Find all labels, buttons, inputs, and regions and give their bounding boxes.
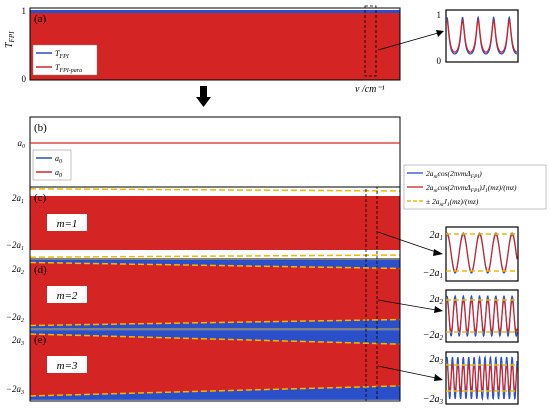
inset-c-ytick-top: 2a1 [430, 230, 444, 242]
panel-c-legend-box [403, 164, 547, 210]
inset-d: 2a2 −2a2 [423, 289, 519, 343]
panel-b-legend-entry-0: a0 [55, 154, 62, 165]
panel-b: (b) a0 a0 a0 [18, 116, 401, 188]
panel-a-zoom-arrowhead [436, 30, 444, 37]
inset-e-ytick-top: 2a3 [430, 354, 444, 366]
panel-c-label: (c) [34, 192, 47, 204]
panel-a-ytick-1: 1 [22, 6, 27, 16]
panel-e-envelope-bottom [30, 385, 400, 397]
panel-d: (d) m=2 2a2 −2a2 [6, 258, 401, 330]
panel-e-annotation-box [47, 356, 87, 373]
inset-a: 1 0 [437, 9, 519, 66]
panel-e-annotation: m=3 [57, 360, 78, 372]
inset-c-ytick-bottom: −2a1 [423, 268, 443, 280]
down-arrow [196, 86, 211, 107]
panel-a-zoom-box [364, 5, 377, 77]
panel-c-legend: 2amcos(2πνmΔFPI) 2amcos(2πνmΔFPI)J1(mz)/… [403, 164, 547, 210]
zoom-arrow-e [377, 365, 437, 379]
inset-e: 2a3 −2a3 [423, 351, 519, 406]
panel-d-envelope-bottom [30, 318, 400, 327]
inset-c-frame [445, 226, 519, 282]
panel-c-envelope-bottom [30, 254, 400, 258]
panel-e-red-fill [30, 334, 400, 396]
panel-b-ytick: a0 [18, 138, 26, 150]
panel-c-annotation-box [47, 214, 87, 231]
panel-c-annotation: m=1 [57, 218, 78, 230]
panel-c-legend-entry-0: 2amcos(2πνmΔFPI) [426, 169, 482, 180]
cde-zoom-box [365, 186, 378, 402]
panel-c: (c) m=1 2a1 −2a1 [6, 186, 401, 260]
zoom-arrowhead-d [434, 306, 443, 313]
panel-e-label: (e) [34, 334, 47, 346]
panel-a-ylabel: TFPI [4, 31, 16, 48]
inset-d-red-curve [446, 299, 518, 333]
zoom-arrowhead-c [433, 249, 443, 256]
inset-c-red-curve [446, 233, 518, 273]
panel-b-label: (b) [34, 122, 47, 134]
zoom-arrow-c [377, 231, 437, 253]
panel-a-legend-entry-1: TFPI-para [55, 63, 82, 74]
panel-a-ytick-0: 0 [22, 74, 27, 84]
panel-e-ytick-top: 2a3 [12, 335, 24, 347]
inset-d-ytick-top: 2a2 [430, 294, 444, 306]
panel-a-zoom-arrow [377, 32, 439, 51]
inset-a-frame [445, 9, 519, 63]
panel-c-ytick-top: 2a1 [12, 193, 24, 205]
panel-b-frame [29, 116, 401, 188]
inset-d-ytick-bottom: −2a2 [423, 330, 444, 342]
inset-e-ytick-bottom: −2a3 [423, 394, 444, 406]
panel-e-ytick-bottom: −2a3 [6, 384, 24, 396]
panel-d-annotation: m=2 [57, 290, 78, 302]
panel-c-red-fill [30, 196, 400, 250]
panel-e-envelope-top [30, 333, 400, 345]
panel-d-label: (d) [34, 264, 47, 276]
panel-c-legend-entry-2: ± 2amJ1(mz)/(mz) [426, 197, 479, 208]
panel-b-legend-entry-1: a0 [55, 168, 62, 179]
panel-d-annotation-box [47, 286, 87, 303]
panel-a-xlabel: ν /cm⁻¹ [355, 84, 385, 95]
panel-a-label: (a) [34, 13, 47, 25]
panel-d-ytick-bottom: −2a2 [6, 312, 24, 324]
panel-c-envelope-top [30, 188, 400, 192]
panel-c-ytick-bottom: −2a1 [6, 240, 24, 252]
panel-e-frame [29, 328, 401, 402]
panel-c-legend-entry-1: 2amcos(2πνmΔFPI)J1(mz)/(mz) [426, 183, 517, 194]
inset-c: 2a1 −2a1 [423, 226, 519, 282]
panel-a: (a) 1 0 TFPI TFPI TFPI-para ν /cm⁻¹ [4, 5, 444, 95]
zoom-arrowhead-e [434, 374, 443, 381]
panel-d-ytick-top: 2a2 [12, 264, 24, 276]
zoom-arrow-d [377, 299, 437, 311]
panel-a-legend-box [32, 44, 98, 76]
panel-d-red-fill [30, 262, 400, 326]
inset-a-ytick-1: 1 [437, 10, 442, 20]
panel-b-legend-box [32, 149, 72, 181]
panel-a-legend-entry-0: TFPI [55, 49, 70, 60]
panel-e: (e) m=3 2a3 −2a3 [6, 328, 401, 402]
panel-d-envelope-top [30, 261, 400, 270]
inset-a-ytick-0: 0 [437, 56, 442, 66]
inset-a-red-curve [446, 19, 518, 53]
